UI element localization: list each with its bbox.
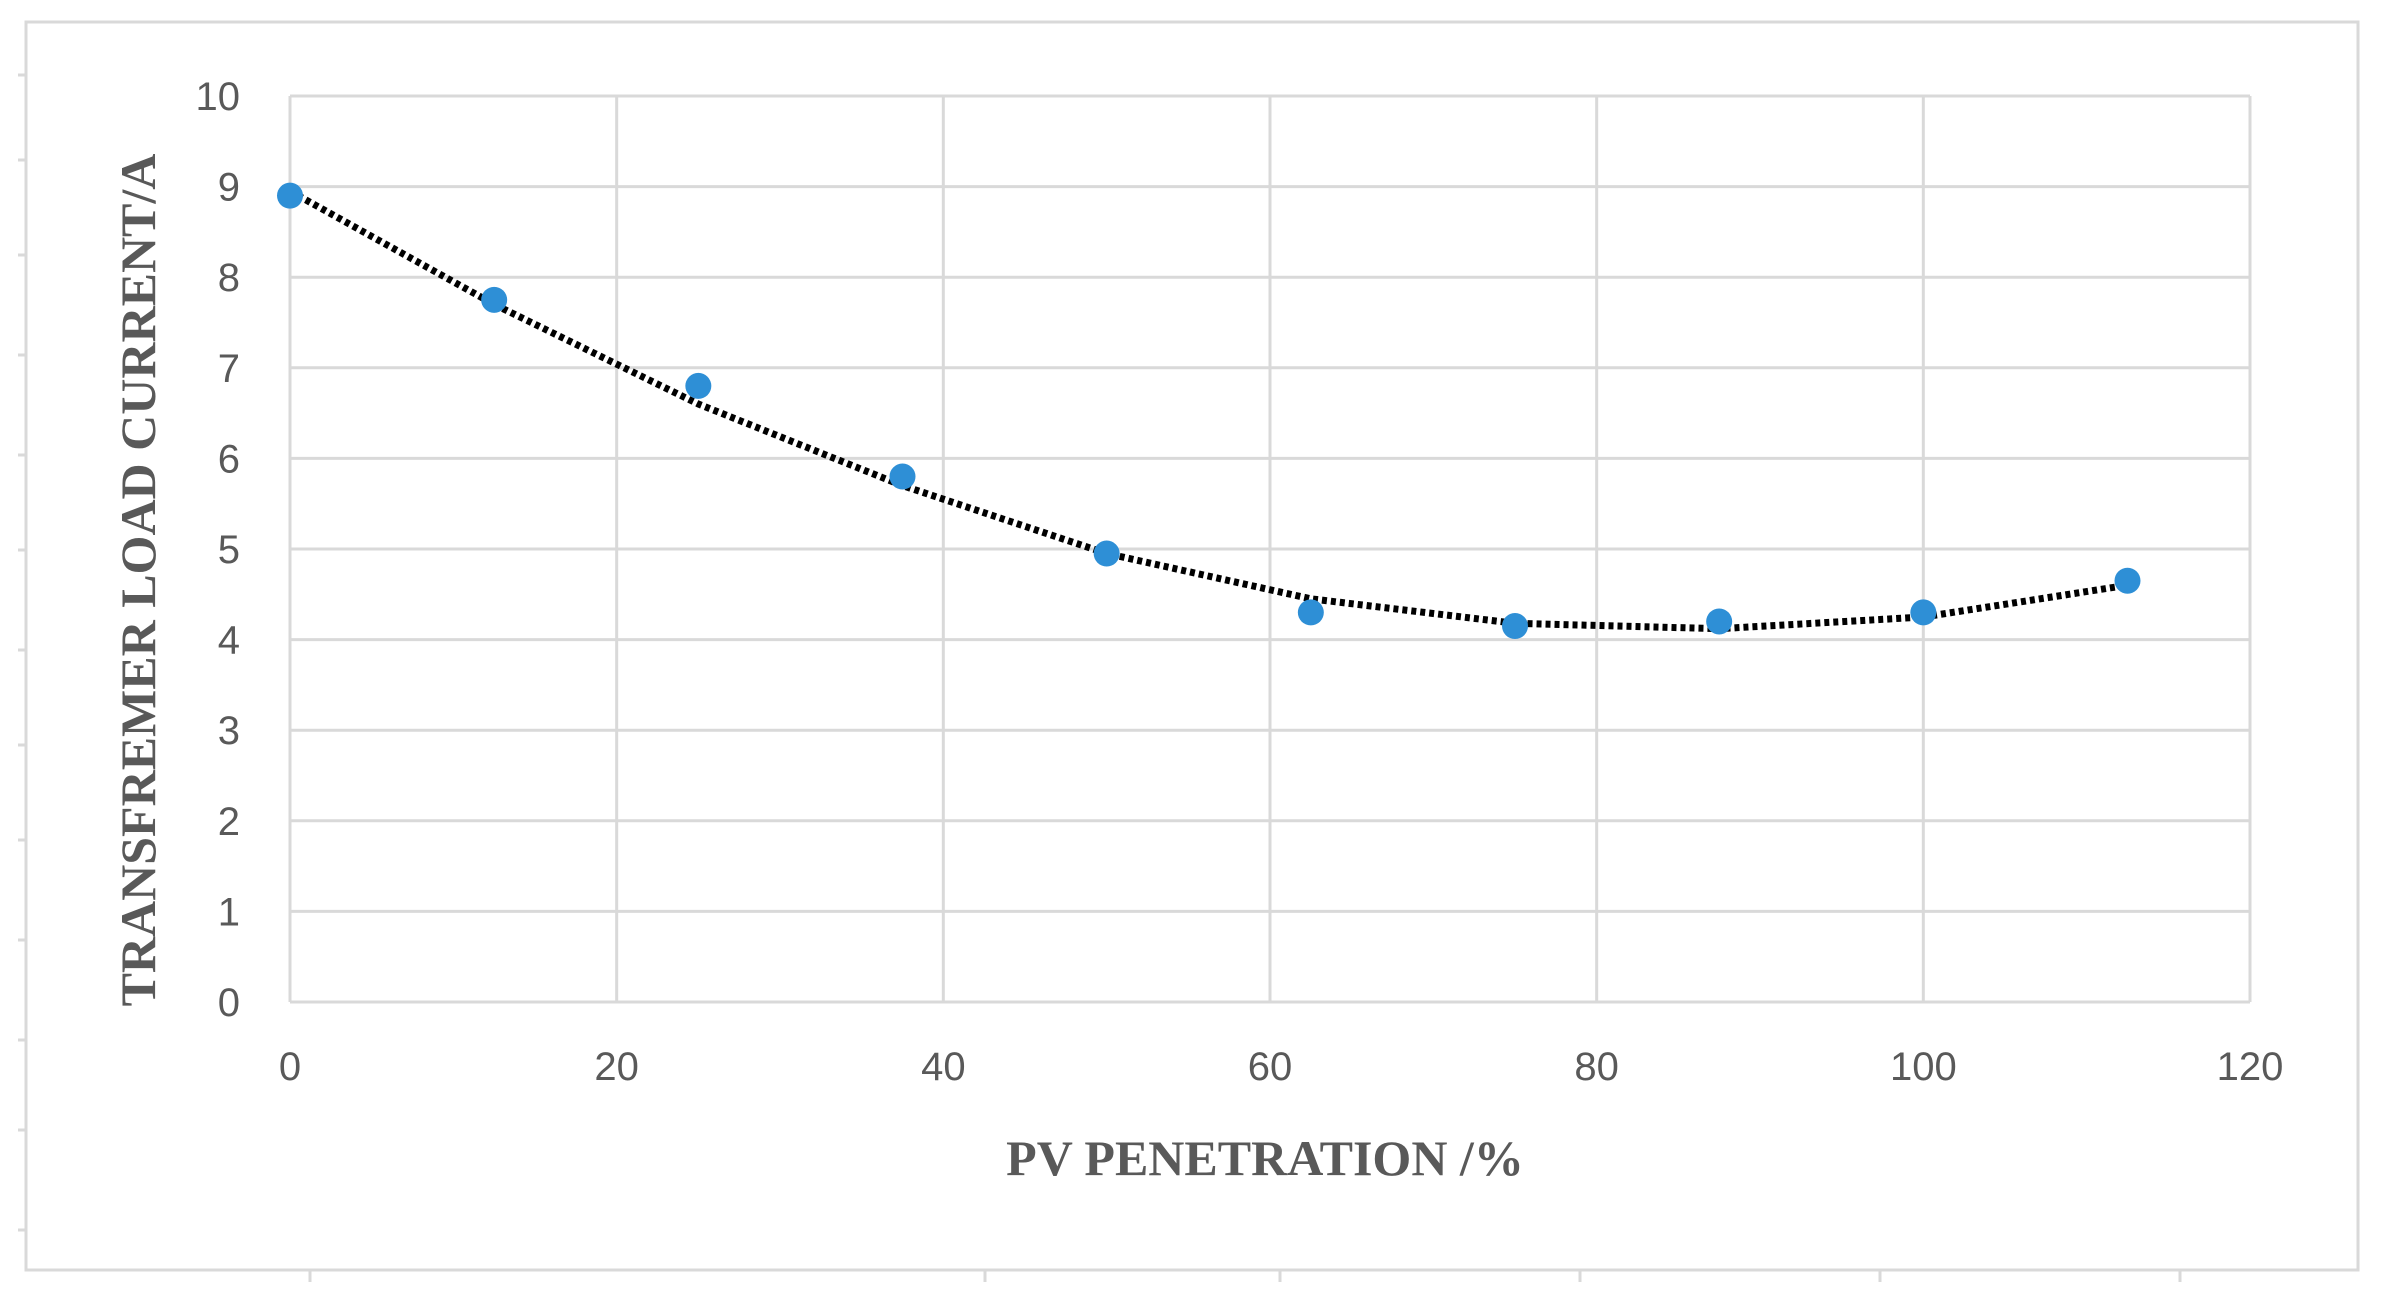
y-tick-label: 4 bbox=[218, 619, 240, 663]
data-point bbox=[889, 463, 916, 490]
data-point bbox=[1297, 599, 1324, 626]
grid-lines bbox=[18, 73, 2252, 1282]
data-point bbox=[481, 286, 508, 313]
data-point bbox=[277, 182, 303, 209]
x-tick-label: 60 bbox=[1248, 1045, 1293, 1089]
data-point bbox=[685, 372, 712, 399]
x-tick-label: 0 bbox=[279, 1045, 301, 1089]
y-tick-label: 2 bbox=[218, 800, 240, 844]
y-axis-title: TRANSFREMER LOAD CURRENT/A bbox=[110, 154, 166, 1007]
y-tick-label: 5 bbox=[218, 528, 240, 572]
data-point bbox=[1910, 599, 1937, 626]
data-point bbox=[1093, 540, 1120, 567]
y-tick-label: 3 bbox=[218, 709, 240, 753]
x-tick-label: 40 bbox=[921, 1045, 966, 1089]
data-point bbox=[2114, 567, 2141, 594]
y-tick-label: 7 bbox=[218, 347, 240, 391]
x-axis-title: PV PENETRATION /% bbox=[1006, 1130, 1524, 1186]
x-tick-label: 120 bbox=[2217, 1045, 2284, 1089]
outer-frame bbox=[24, 20, 2360, 1272]
x-tick-label: 80 bbox=[1574, 1045, 1619, 1089]
y-tick-label: 6 bbox=[218, 437, 240, 481]
axis-labels: 0 20 40 60 80 100 120 0 1 2 3 4 5 6 7 8 9 10 bbox=[196, 75, 2284, 1089]
data-point bbox=[1706, 608, 1733, 635]
y-tick-label: 1 bbox=[218, 890, 240, 934]
x-tick-label: 100 bbox=[1890, 1045, 1957, 1089]
x-tick-label: 20 bbox=[594, 1045, 639, 1089]
series-layer bbox=[277, 182, 2141, 640]
y-tick-label: 10 bbox=[196, 75, 241, 119]
trendline-series bbox=[288, 188, 2129, 633]
y-tick-label: 0 bbox=[218, 981, 240, 1025]
y-tick-label: 8 bbox=[218, 256, 240, 300]
data-point bbox=[1502, 613, 1528, 640]
y-tick-label: 9 bbox=[218, 166, 240, 210]
